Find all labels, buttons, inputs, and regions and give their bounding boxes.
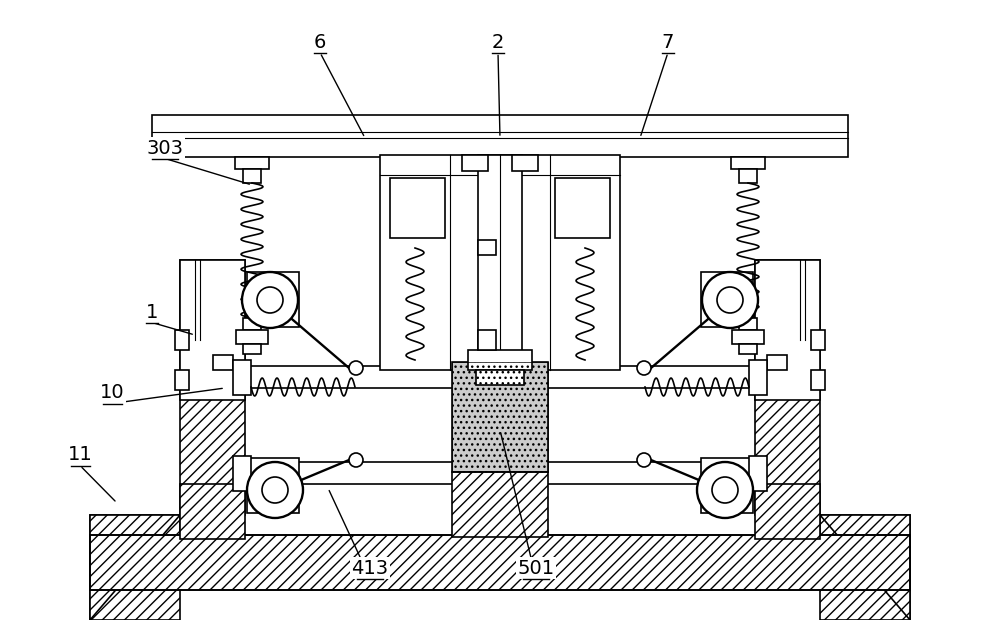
Text: 501: 501 — [517, 559, 555, 577]
Bar — [175, 330, 189, 350]
Bar — [468, 350, 532, 370]
Bar — [175, 370, 189, 390]
Text: 303: 303 — [146, 138, 184, 157]
Bar — [380, 155, 620, 370]
Polygon shape — [90, 515, 180, 620]
Circle shape — [349, 453, 363, 467]
Text: 7: 7 — [662, 32, 674, 51]
Circle shape — [637, 361, 651, 375]
Bar — [767, 355, 787, 370]
Bar — [701, 458, 753, 513]
Bar — [180, 260, 245, 400]
Bar — [213, 355, 233, 370]
Bar — [755, 260, 820, 515]
Bar — [243, 318, 261, 330]
Bar — [476, 370, 524, 385]
Circle shape — [247, 462, 303, 518]
Polygon shape — [820, 515, 910, 620]
Bar — [90, 535, 910, 590]
Bar — [243, 344, 261, 354]
Circle shape — [717, 287, 743, 313]
Circle shape — [702, 272, 758, 328]
Bar — [512, 155, 538, 171]
Bar — [247, 272, 299, 327]
Text: 413: 413 — [351, 559, 389, 577]
Bar — [811, 330, 825, 350]
Bar — [478, 155, 522, 385]
Bar — [245, 462, 755, 484]
Bar — [233, 360, 251, 395]
Bar — [749, 360, 767, 395]
Circle shape — [349, 361, 363, 375]
Bar — [739, 344, 757, 354]
Circle shape — [637, 453, 651, 467]
Text: 6: 6 — [314, 32, 326, 51]
Bar — [452, 362, 548, 472]
Bar — [247, 458, 299, 513]
Text: 1: 1 — [146, 303, 158, 322]
Bar — [732, 330, 764, 344]
Bar — [811, 370, 825, 390]
Text: 11: 11 — [68, 446, 92, 464]
Bar — [701, 272, 753, 327]
Bar — [243, 169, 261, 183]
Bar — [152, 115, 848, 157]
Bar — [755, 260, 820, 400]
Bar — [739, 169, 757, 183]
Circle shape — [697, 462, 753, 518]
Bar — [731, 157, 765, 169]
Bar — [452, 362, 548, 472]
Text: 10: 10 — [100, 384, 124, 402]
Bar — [245, 366, 755, 388]
Circle shape — [712, 477, 738, 503]
Bar — [462, 155, 488, 171]
Bar — [478, 240, 496, 255]
Text: 2: 2 — [492, 32, 504, 51]
Bar — [749, 456, 767, 491]
Bar — [180, 484, 245, 539]
Bar — [555, 178, 610, 238]
Polygon shape — [90, 515, 180, 620]
Circle shape — [257, 287, 283, 313]
Bar — [236, 330, 268, 344]
Circle shape — [262, 477, 288, 503]
Bar — [739, 318, 757, 330]
Bar — [755, 484, 820, 539]
Bar — [180, 260, 245, 515]
Bar — [90, 535, 910, 590]
Bar — [235, 157, 269, 169]
Bar — [478, 330, 496, 350]
Circle shape — [242, 272, 298, 328]
Bar — [233, 456, 251, 491]
Bar — [452, 472, 548, 537]
Bar — [390, 178, 445, 238]
Polygon shape — [820, 515, 910, 620]
